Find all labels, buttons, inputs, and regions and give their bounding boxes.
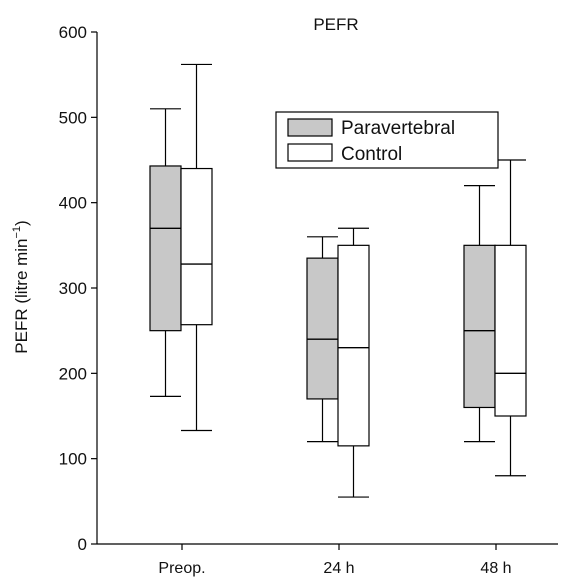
legend-label-control: Control bbox=[341, 144, 402, 165]
box-control-3 bbox=[494, 159, 527, 477]
box-iqr bbox=[180, 167, 213, 326]
y-tick-label: 100 bbox=[59, 450, 87, 469]
x-tick-label: Preop. bbox=[158, 560, 205, 577]
box-iqr bbox=[306, 257, 339, 400]
y-ticks: 0 100 200 300 400 500 600 bbox=[59, 23, 97, 554]
box-groups bbox=[149, 63, 527, 498]
box-iqr bbox=[149, 165, 182, 332]
y-tick-label: 500 bbox=[59, 108, 87, 127]
x-tick-label: 48 h bbox=[480, 560, 511, 577]
y-tick-label: 0 bbox=[78, 535, 87, 554]
legend-swatch-control bbox=[287, 143, 333, 162]
box-iqr bbox=[463, 244, 496, 409]
x-tick-label: 24 h bbox=[323, 560, 354, 577]
y-tick-label: 200 bbox=[59, 364, 87, 383]
box-control-1 bbox=[180, 63, 213, 432]
box-paravertebral-3 bbox=[463, 185, 496, 443]
box-paravertebral-1 bbox=[149, 108, 182, 397]
y-axis-title-main: PEFR (litre min bbox=[12, 238, 31, 353]
y-tick-label: 400 bbox=[59, 194, 87, 213]
y-axis-title-superscript: −1 bbox=[11, 226, 23, 239]
box-iqr bbox=[494, 244, 527, 417]
legend-swatch-paravertebral bbox=[287, 118, 333, 137]
legend-label-paravertebral: Paravertebral bbox=[341, 118, 455, 139]
chart-title: PEFR bbox=[313, 15, 358, 34]
y-tick-label: 300 bbox=[59, 279, 87, 298]
x-ticks: Preop. 24 h 48 h bbox=[158, 544, 512, 577]
y-axis-title: PEFR (litre min−1) bbox=[11, 220, 31, 353]
y-tick-label: 600 bbox=[59, 23, 87, 42]
legend: Paravertebral Control bbox=[275, 111, 499, 169]
y-axis-title-close: ) bbox=[12, 220, 31, 226]
box-iqr bbox=[337, 244, 370, 447]
box-paravertebral-2 bbox=[306, 236, 339, 443]
box-control-2 bbox=[337, 227, 370, 498]
